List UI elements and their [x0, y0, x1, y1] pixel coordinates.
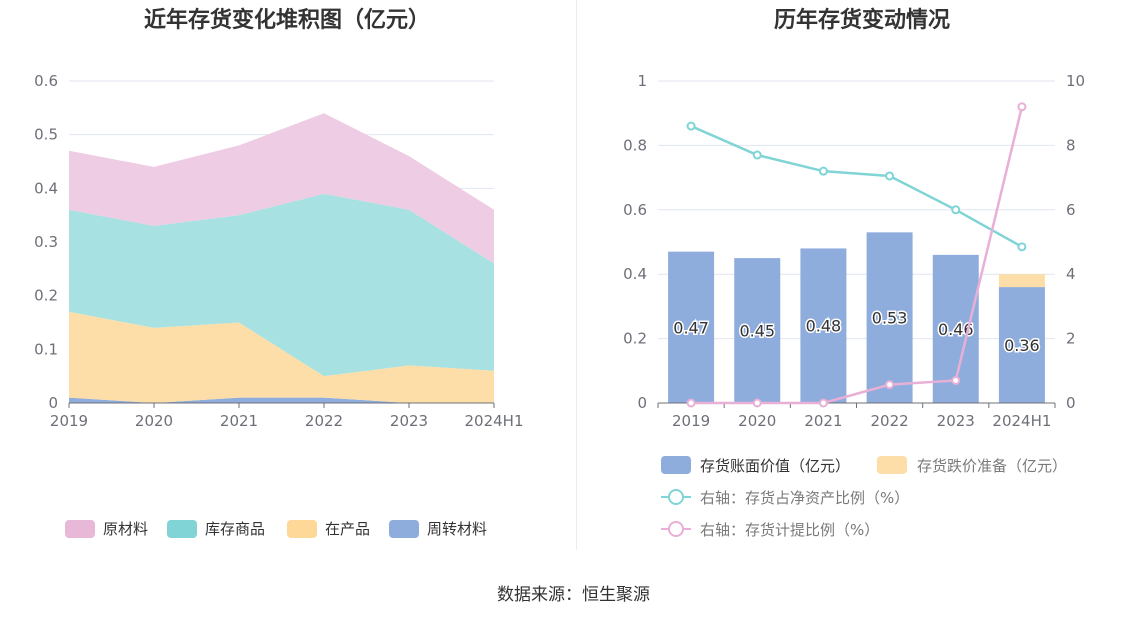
bar-book-value	[998, 287, 1045, 403]
charts-canvas: 0 0.1 0.2 0.3 0.4 0.5 0.6 2019 2020 2021 2022 2023 2…	[34, 72, 1085, 539]
left-x-tick-label: 2024H1	[465, 412, 524, 430]
right-x-tick-label: 2020	[738, 412, 776, 430]
right-legend-label-book: 存货账面价值（亿元）	[700, 457, 850, 475]
right-y-left-tick-label: 0.6	[623, 201, 647, 219]
line-point-0	[818, 166, 828, 176]
left-legend-swatch	[167, 520, 197, 538]
left-x-tick-label: 2020	[135, 412, 173, 430]
line-point-1	[752, 398, 762, 408]
right-x-tick-label: 2019	[672, 412, 710, 430]
left-x-tick-label: 2019	[50, 412, 88, 430]
bar-value-label: 0.45	[739, 322, 775, 341]
bar-impairment	[998, 274, 1045, 288]
left-x-tick-label: 2023	[390, 412, 428, 430]
left-x-tick-label: 2021	[220, 412, 258, 430]
right-y-right-tick-label: 10	[1066, 72, 1085, 90]
right-x-tick-label: 2024H1	[992, 412, 1051, 430]
line-point-1	[818, 398, 828, 408]
left-y-tick-label: 0.4	[34, 179, 58, 197]
line-point-1	[686, 398, 696, 408]
right-y-right-tick-label: 2	[1066, 330, 1076, 348]
area-series-1	[69, 311, 494, 403]
bar-value-label: 0.46	[938, 320, 974, 339]
line-point-0	[951, 205, 961, 215]
bar-value-label: 0.47	[673, 318, 709, 337]
right-y-left-tick-label: 1	[637, 72, 647, 90]
left-legend-swatch	[65, 520, 95, 538]
area-series-2	[69, 193, 494, 377]
left-y-tick-label: 0.5	[34, 126, 58, 144]
left-legend-label: 周转材料	[427, 520, 487, 538]
line-point-0	[752, 150, 762, 160]
chart-divider	[576, 0, 577, 550]
right-y-left-tick-label: 0.2	[623, 330, 647, 348]
right-x-tick-label: 2021	[804, 412, 842, 430]
right-y-right-tick-label: 6	[1066, 201, 1076, 219]
line-series-0	[690, 124, 1023, 248]
area-series-0	[69, 397, 494, 403]
line-point-1	[885, 380, 895, 390]
bar-book-value	[668, 251, 715, 403]
left-y-tick-label: 0	[48, 394, 58, 412]
bar-value-label: 0.53	[872, 309, 908, 328]
right-y-left-tick-label: 0.4	[623, 265, 647, 283]
left-y-tick-label: 0.3	[34, 233, 58, 251]
bar-book-value	[800, 248, 847, 403]
left-y-tick-label: 0.6	[34, 72, 58, 90]
bar-value-label: 0.36	[1004, 336, 1040, 355]
line-point-1	[1017, 102, 1027, 112]
right-x-tick-label: 2022	[870, 412, 908, 430]
left-legend-label: 原材料	[103, 520, 148, 538]
right-legend-label-impairment: 存货跌价准备（亿元）	[917, 457, 1067, 475]
right-legend-label-line-1: 右轴：存货计提比例（%）	[700, 521, 879, 539]
right-y-left-tick-label: 0.8	[623, 136, 647, 154]
right-x-tick-label: 2023	[937, 412, 975, 430]
bar-book-value	[866, 232, 913, 403]
left-chart-title: 近年存货变化堆积图（亿元）	[143, 8, 430, 33]
right-legend-marker-1	[668, 521, 684, 537]
right-y-right-tick-label: 8	[1066, 136, 1076, 154]
right-y-left-tick-label: 0	[637, 394, 647, 412]
line-point-1	[951, 375, 961, 385]
data-source: 数据来源：恒生聚源	[497, 585, 650, 605]
left-y-tick-label: 0.2	[34, 287, 58, 305]
right-legend-swatch-book	[661, 456, 691, 474]
left-legend-label: 库存商品	[205, 520, 265, 538]
left-y-tick-label: 0.1	[34, 340, 58, 358]
left-x-tick-label: 2022	[305, 412, 343, 430]
right-legend-marker-0	[668, 489, 684, 505]
line-point-0	[1017, 242, 1027, 252]
line-series-1	[691, 106, 1024, 405]
right-y-right-tick-label: 0	[1066, 394, 1076, 412]
bar-value-label: 0.48	[806, 317, 842, 336]
left-legend-label: 在产品	[325, 520, 370, 538]
right-y-right-tick-label: 4	[1066, 265, 1076, 283]
left-legend-swatch	[389, 520, 419, 538]
left-legend-swatch	[287, 520, 317, 538]
area-series-3	[69, 113, 494, 264]
right-legend-swatch-impairment	[877, 456, 907, 474]
right-chart-title: 历年存货变动情况	[773, 8, 950, 33]
line-point-0	[686, 121, 696, 131]
line-point-0	[885, 171, 895, 181]
bar-book-value	[734, 258, 781, 403]
right-legend-label-line-0: 右轴：存货占净资产比例（%）	[700, 489, 909, 507]
